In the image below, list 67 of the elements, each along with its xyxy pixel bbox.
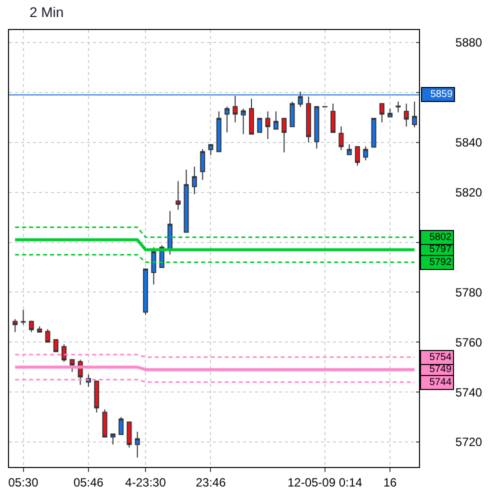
y-tick-label: 5740	[455, 385, 482, 400]
candlestick	[314, 106, 320, 150]
data-label: 5744	[429, 377, 452, 388]
x-tick-label: 05:30	[8, 475, 39, 490]
candlestick	[102, 408, 108, 438]
x-tick-label: 05:46	[73, 475, 104, 490]
candlestick	[192, 166, 197, 195]
candlestick	[298, 91, 303, 108]
candlestick	[118, 416, 124, 436]
candlestick	[354, 146, 360, 166]
candlestick	[62, 344, 67, 362]
candlestick	[388, 108, 393, 118]
candlestick	[396, 101, 401, 113]
y-tick-label: 5840	[455, 136, 482, 150]
candlestick	[200, 148, 206, 180]
candlestick	[363, 146, 368, 161]
y-tick-label: 5780	[455, 285, 482, 300]
data-label: 5802	[429, 232, 452, 243]
y-tick-label: 5820	[455, 186, 482, 200]
candlestick	[273, 110, 278, 130]
candlestick	[28, 320, 34, 333]
candlestick	[338, 126, 344, 151]
candlestick	[184, 169, 189, 233]
candlestick	[70, 359, 75, 372]
candlestick	[20, 309, 26, 326]
candlestick	[346, 144, 352, 156]
candlestick	[240, 108, 246, 135]
candlestick	[110, 434, 116, 446]
candlestick	[379, 103, 384, 123]
candlestick	[143, 268, 148, 316]
candlestick	[12, 318, 18, 333]
y-tick-label: 5760	[455, 335, 482, 350]
candlestick	[151, 246, 156, 285]
candlestick	[330, 103, 336, 133]
candlestick	[134, 431, 140, 458]
chart-title: 2 Min	[29, 4, 64, 20]
data-label: 5749	[429, 364, 452, 375]
candlestick	[167, 210, 172, 255]
candlestick	[45, 328, 50, 343]
candlestick	[126, 422, 132, 448]
x-tick-label: 12-05-09 0:14	[287, 475, 363, 490]
candlestick	[232, 95, 238, 123]
candlestick	[306, 96, 312, 143]
y-tick-label: 5880	[455, 36, 482, 50]
data-label: 5792	[429, 257, 452, 268]
candlestick	[290, 101, 295, 128]
x-tick-label: 23:46	[196, 475, 226, 490]
candlestick	[37, 326, 42, 333]
candlestick	[404, 103, 409, 128]
candlestick	[249, 98, 254, 135]
candlestick	[265, 110, 270, 140]
candlestick	[208, 144, 214, 156]
candlestick	[53, 339, 58, 352]
candlestick	[176, 180, 181, 210]
x-tick-label: 16	[383, 475, 398, 490]
ref-line-label: 5859	[430, 89, 453, 100]
candlestick	[371, 118, 376, 148]
candlestick	[282, 118, 287, 153]
candlestick	[257, 118, 262, 133]
candlestick	[94, 380, 100, 414]
data-label: 5797	[429, 244, 452, 255]
x-tick-label: 4-23:30	[125, 475, 166, 490]
data-label: 5754	[429, 352, 452, 363]
candlestick	[216, 110, 222, 152]
y-tick-label: 5720	[455, 435, 482, 450]
candlestick	[412, 101, 418, 128]
candlestick	[224, 106, 230, 133]
